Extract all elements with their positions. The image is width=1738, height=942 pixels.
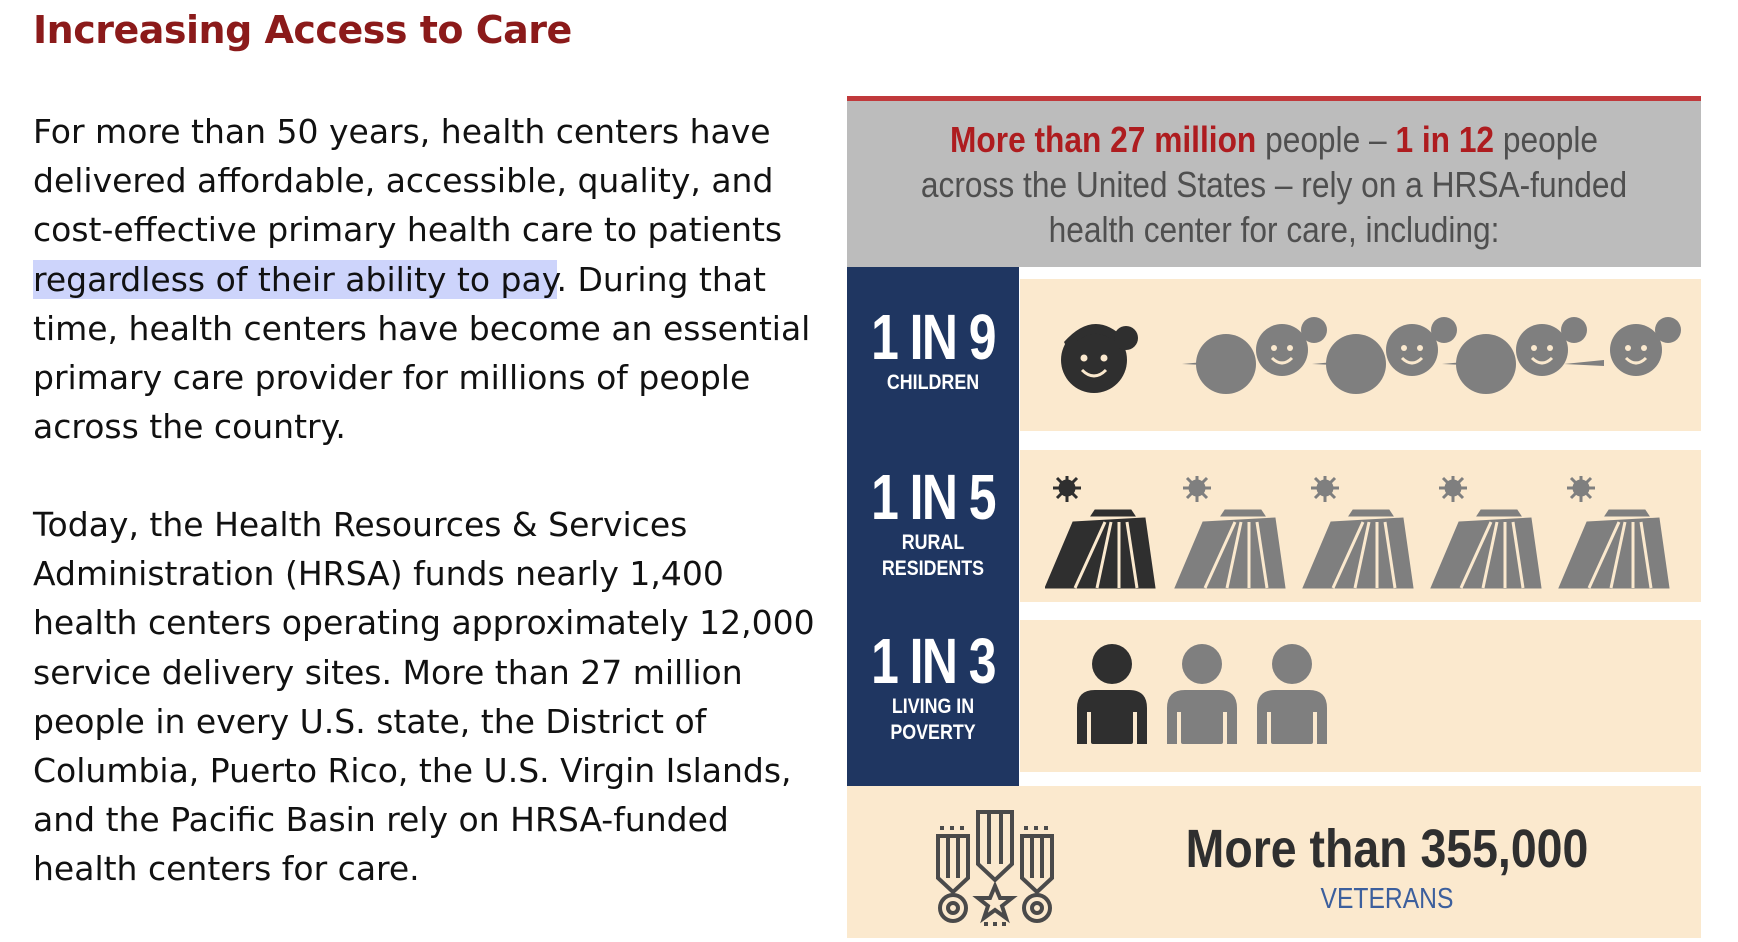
header-line-2: across the United States – rely on a HRS… <box>920 163 1628 205</box>
farm-field-icon <box>1557 476 1671 590</box>
stat-label: RESIDENTS <box>881 557 985 580</box>
stat-label: POVERTY <box>890 721 976 744</box>
header-text: people – <box>1256 118 1396 160</box>
farm-field-icon <box>1301 476 1415 590</box>
header-accent-line <box>847 96 1701 101</box>
header-highlight: 1 in 12 <box>1395 118 1495 160</box>
child-face-icon <box>1061 323 1138 393</box>
person-icon <box>1257 644 1327 744</box>
stat-rural: 1 IN 5 RURAL RESIDENTS <box>847 464 1019 582</box>
child-face-icon <box>1182 317 1327 394</box>
poverty-icons <box>1077 644 1327 744</box>
stat-ratio: 1 IN 3 <box>871 625 996 697</box>
person-icon <box>1167 644 1237 744</box>
child-face-icon <box>1442 317 1587 394</box>
stat-label: RURAL <box>901 531 965 554</box>
header-line-1: More than 27 million people – 1 in 12 pe… <box>898 117 1650 162</box>
header-line-3: health center for care, including: <box>1048 208 1500 250</box>
stat-ratio: 1 IN 5 <box>871 461 996 533</box>
children-icons <box>1061 317 1681 394</box>
infographic-header: More than 27 million people – 1 in 12 pe… <box>847 101 1701 267</box>
header-text: people <box>1494 118 1598 160</box>
farm-field-icon <box>1429 476 1543 590</box>
stat-label: LIVING IN <box>891 695 975 718</box>
highlighted-text: regardless of their ability to pay <box>33 259 557 299</box>
medal-icon <box>936 810 1054 926</box>
farm-field-icon <box>1173 476 1287 590</box>
stats-sidebar <box>847 267 1019 787</box>
stat-poverty: 1 IN 3 LIVING IN POVERTY <box>847 628 1019 746</box>
veterans-label: VETERANS <box>1320 883 1454 915</box>
hrsa-paragraph: Today, the Health Resources & Services A… <box>33 505 815 889</box>
child-face-icon <box>1564 317 1681 376</box>
stat-children: 1 IN 9 CHILDREN <box>847 304 1019 396</box>
rural-icons <box>1045 476 1671 590</box>
intro-paragraph: For more than 50 years, health centers h… <box>33 107 823 451</box>
veterans-number: More than 355,000 <box>1185 819 1589 879</box>
header-highlight: More than 27 million <box>949 118 1257 160</box>
infographic: More than 27 million people – 1 in 12 pe… <box>847 96 1701 942</box>
paragraph-text: . During that time, health centers have … <box>33 259 811 447</box>
stat-ratio: 1 IN 9 <box>871 301 996 373</box>
farm-field-icon <box>1045 476 1157 590</box>
child-face-icon <box>1312 317 1457 394</box>
paragraph-text: For more than 50 years, health centers h… <box>33 112 783 250</box>
page-title: Increasing Access to Care <box>33 8 572 52</box>
stat-label: CHILDREN <box>886 371 980 394</box>
person-icon <box>1077 644 1147 744</box>
